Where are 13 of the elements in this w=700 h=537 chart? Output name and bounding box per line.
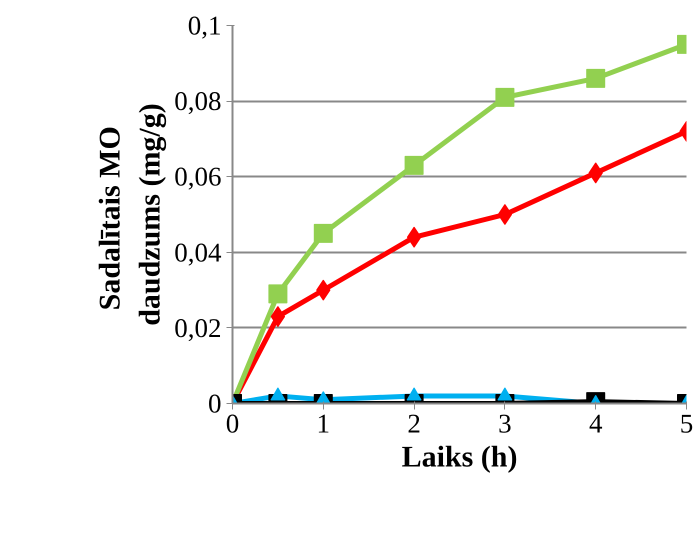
y-axis-title: Sadalītais MO daudzums (mg/g) [94, 103, 166, 326]
x-tick-label: 4 [588, 408, 603, 438]
x-axis-title: Laiks (h) [402, 440, 518, 474]
y-tick-label: 0,08 [174, 86, 222, 116]
x-tick-label: 5 [680, 408, 694, 438]
y-tick-label: 0 [208, 388, 222, 418]
y-tick-label: 0,04 [174, 237, 222, 268]
x-tick-label: 1 [316, 408, 330, 438]
y-tick-label: 0,06 [174, 162, 222, 192]
x-tick-label: 3 [498, 408, 512, 438]
y-tick-label: 0,02 [174, 312, 222, 343]
y-tick-label: 0,1 [188, 10, 222, 40]
x-tick-label: 2 [407, 408, 421, 438]
